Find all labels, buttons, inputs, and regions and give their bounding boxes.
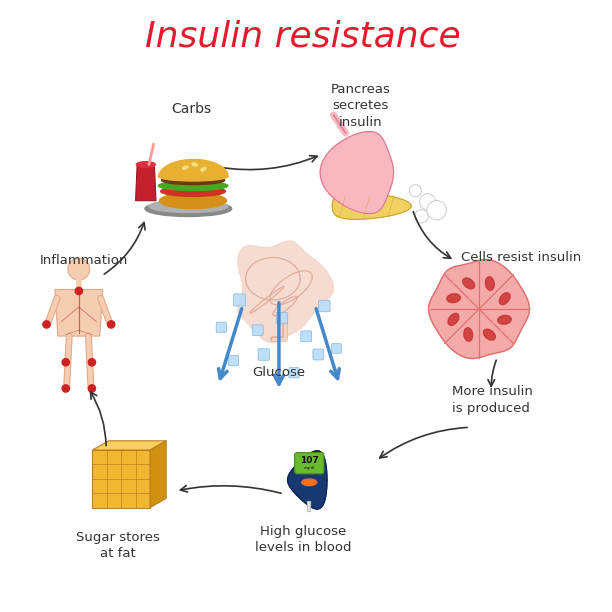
Ellipse shape <box>162 176 225 185</box>
Circle shape <box>62 359 69 366</box>
Text: Insulin resistance: Insulin resistance <box>145 19 461 53</box>
Ellipse shape <box>201 167 206 171</box>
FancyBboxPatch shape <box>332 343 341 353</box>
Ellipse shape <box>485 277 494 290</box>
Circle shape <box>75 287 83 294</box>
Text: Glucose: Glucose <box>252 366 305 379</box>
Circle shape <box>415 209 428 223</box>
Ellipse shape <box>160 193 226 209</box>
Circle shape <box>43 321 50 328</box>
FancyBboxPatch shape <box>228 356 239 366</box>
FancyBboxPatch shape <box>289 368 299 378</box>
Polygon shape <box>92 441 166 450</box>
Ellipse shape <box>136 162 155 167</box>
FancyBboxPatch shape <box>252 325 263 336</box>
FancyBboxPatch shape <box>300 331 312 341</box>
Ellipse shape <box>499 293 510 305</box>
Polygon shape <box>288 450 327 509</box>
FancyBboxPatch shape <box>294 453 324 474</box>
Polygon shape <box>428 259 529 359</box>
FancyBboxPatch shape <box>233 294 245 306</box>
Ellipse shape <box>182 166 188 170</box>
Ellipse shape <box>145 201 232 217</box>
Polygon shape <box>320 132 394 214</box>
Circle shape <box>88 385 95 392</box>
Ellipse shape <box>464 327 472 341</box>
Ellipse shape <box>149 200 228 212</box>
Ellipse shape <box>192 163 197 166</box>
Polygon shape <box>135 165 156 201</box>
Ellipse shape <box>159 171 228 181</box>
Circle shape <box>62 385 69 392</box>
Text: Carbs: Carbs <box>171 102 211 116</box>
Text: Cells resist insulin: Cells resist insulin <box>461 251 581 264</box>
Circle shape <box>409 185 422 197</box>
Text: mg/dl: mg/dl <box>304 466 315 470</box>
Text: Pancreas
secretes
insulin: Pancreas secretes insulin <box>331 83 390 129</box>
FancyBboxPatch shape <box>216 322 226 332</box>
Ellipse shape <box>302 479 317 485</box>
Text: High glucose
levels in blood: High glucose levels in blood <box>255 524 351 554</box>
Ellipse shape <box>161 186 225 196</box>
Text: Inflammation: Inflammation <box>39 254 128 267</box>
Polygon shape <box>150 441 166 507</box>
Polygon shape <box>92 450 150 507</box>
Circle shape <box>420 194 435 209</box>
FancyBboxPatch shape <box>258 349 269 360</box>
Polygon shape <box>332 193 411 219</box>
Ellipse shape <box>463 278 475 289</box>
Ellipse shape <box>447 294 460 303</box>
FancyBboxPatch shape <box>319 300 330 312</box>
Text: More insulin
is produced: More insulin is produced <box>452 385 532 415</box>
Circle shape <box>108 321 115 328</box>
Circle shape <box>68 258 90 280</box>
Text: 107: 107 <box>300 457 319 465</box>
Circle shape <box>88 359 95 366</box>
Polygon shape <box>238 241 334 343</box>
Ellipse shape <box>159 181 228 190</box>
Polygon shape <box>55 289 103 336</box>
Ellipse shape <box>448 313 459 326</box>
Ellipse shape <box>498 315 511 324</box>
FancyBboxPatch shape <box>313 349 324 360</box>
Ellipse shape <box>483 329 495 340</box>
Circle shape <box>427 201 446 220</box>
FancyBboxPatch shape <box>276 312 288 324</box>
Text: Sugar stores
at fat: Sugar stores at fat <box>76 531 160 560</box>
